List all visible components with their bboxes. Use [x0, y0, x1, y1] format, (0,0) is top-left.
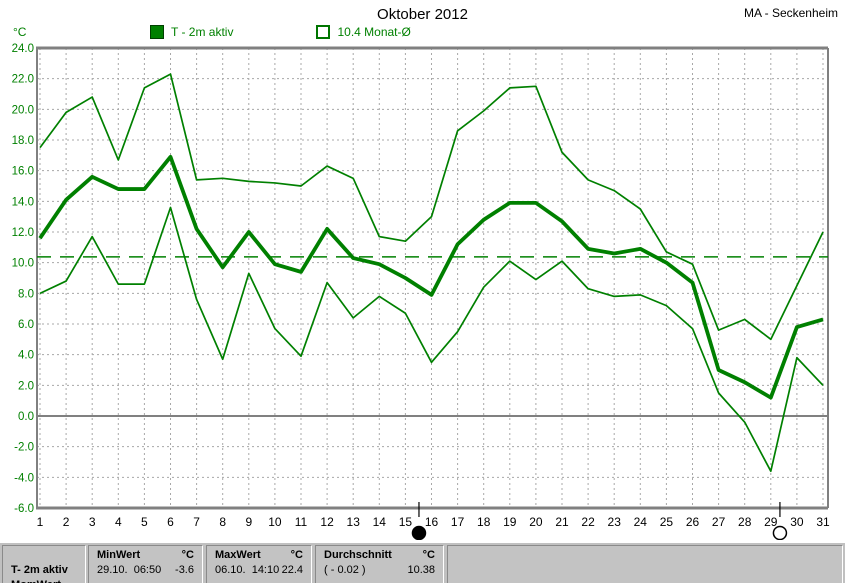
svg-text:24.0: 24.0 — [12, 43, 34, 55]
svg-text:15: 15 — [399, 515, 413, 529]
svg-text:22.0: 22.0 — [12, 74, 34, 86]
min-value: -3.6 — [175, 564, 194, 576]
svg-text:-4.0: -4.0 — [14, 472, 34, 484]
sensor-panel: T- 2m aktiv MomWert — [2, 545, 86, 583]
new-moon-icon — [411, 525, 427, 540]
chart-title: Oktober 2012 — [377, 6, 468, 23]
avg-unit: °C — [422, 549, 435, 561]
svg-text:16: 16 — [425, 515, 439, 529]
svg-text:26: 26 — [686, 515, 700, 529]
svg-text:14: 14 — [373, 515, 387, 529]
svg-text:-2.0: -2.0 — [14, 442, 34, 454]
svg-text:2: 2 — [63, 515, 70, 529]
avg-label: Durchschnitt — [324, 549, 392, 561]
temperature-line-chart: 24.022.020.018.016.014.012.010.08.06.04.… — [12, 43, 830, 540]
svg-text:12: 12 — [320, 515, 334, 529]
svg-text:4.0: 4.0 — [18, 350, 34, 362]
avg-value: 10.38 — [407, 564, 435, 576]
svg-text:14.0: 14.0 — [12, 196, 34, 208]
svg-text:22: 22 — [581, 515, 595, 529]
svg-text:18: 18 — [477, 515, 491, 529]
sensor-name: T- 2m aktiv — [11, 564, 68, 576]
legend-active-label: T - 2m aktiv — [171, 25, 234, 39]
svg-text:28: 28 — [738, 515, 752, 529]
max-unit: °C — [290, 549, 303, 561]
svg-text:23: 23 — [608, 515, 622, 529]
legend: T - 2m aktiv 10.4 Monat-Ø — [150, 25, 411, 39]
max-value: 22.4 — [281, 564, 303, 576]
average-panel: Durchschnitt °C ( - 0.02 ) 10.38 — [315, 545, 444, 583]
svg-text:17: 17 — [451, 515, 465, 529]
empty-panel — [447, 545, 843, 583]
svg-text:19: 19 — [503, 515, 517, 529]
svg-text:1: 1 — [37, 515, 44, 529]
svg-text:13: 13 — [347, 515, 361, 529]
max-label: MaxWert — [215, 549, 261, 561]
svg-text:7: 7 — [193, 515, 200, 529]
min-label: MinWert — [97, 549, 141, 561]
legend-average-label: 10.4 Monat-Ø — [337, 25, 411, 39]
svg-text:9: 9 — [245, 515, 252, 529]
svg-text:20.0: 20.0 — [12, 104, 34, 116]
svg-text:5: 5 — [141, 515, 148, 529]
svg-text:30: 30 — [790, 515, 804, 529]
svg-text:27: 27 — [712, 515, 726, 529]
full-moon-icon — [772, 525, 788, 540]
svg-text:31: 31 — [816, 515, 830, 529]
status-bar: T- 2m aktiv MomWert MinWert °C 29.10. 06… — [0, 542, 845, 583]
svg-text:2.0: 2.0 — [18, 380, 34, 392]
min-value-panel: MinWert °C 29.10. 06:50 -3.6 — [88, 545, 203, 583]
station-name: MA - Seckenheim — [743, 6, 838, 20]
svg-text:20: 20 — [529, 515, 543, 529]
svg-text:18.0: 18.0 — [12, 135, 34, 147]
svg-text:8.0: 8.0 — [18, 288, 34, 300]
avg-trend: ( - 0.02 ) — [324, 564, 366, 576]
svg-text:8: 8 — [219, 515, 226, 529]
max-value-panel: MaxWert °C 06.10. 14:10 22.4 — [206, 545, 312, 583]
svg-text:24: 24 — [634, 515, 648, 529]
svg-text:10.0: 10.0 — [12, 258, 34, 270]
min-unit: °C — [181, 549, 194, 561]
sensor-row2: MomWert — [11, 579, 77, 583]
svg-text:25: 25 — [660, 515, 674, 529]
active-series-swatch-icon — [150, 25, 164, 39]
svg-text:10: 10 — [268, 515, 282, 529]
svg-text:29: 29 — [764, 515, 778, 529]
max-datetime: 06.10. 14:10 — [215, 564, 280, 576]
svg-text:3: 3 — [89, 515, 96, 529]
min-datetime: 29.10. 06:50 — [97, 564, 162, 576]
svg-text:0.0: 0.0 — [18, 411, 34, 423]
svg-text:12.0: 12.0 — [12, 227, 34, 239]
svg-text:11: 11 — [295, 515, 308, 529]
monthly-average-swatch-icon — [316, 25, 331, 39]
svg-text:4: 4 — [115, 515, 122, 529]
svg-text:21: 21 — [555, 515, 569, 529]
y-axis-unit-label: °C — [13, 25, 27, 39]
svg-text:6: 6 — [167, 515, 174, 529]
svg-text:-6.0: -6.0 — [14, 503, 34, 515]
svg-text:6.0: 6.0 — [18, 319, 34, 331]
svg-text:16.0: 16.0 — [12, 166, 34, 178]
